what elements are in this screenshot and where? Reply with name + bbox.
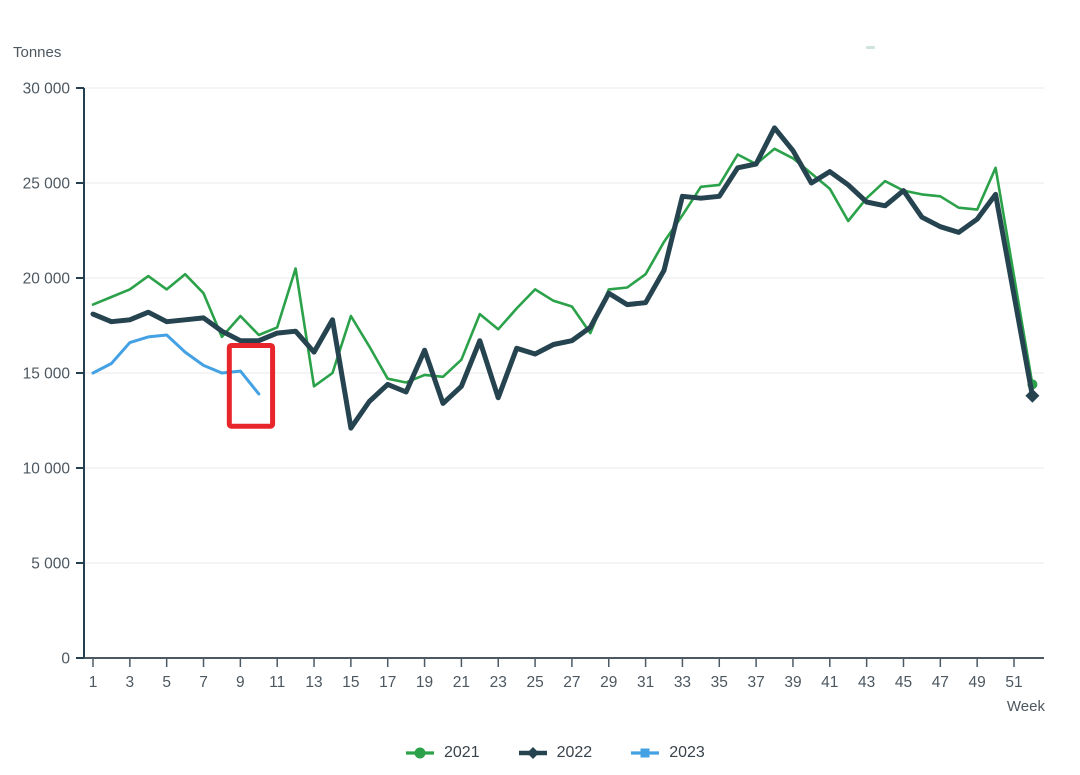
x-tick-label: 5 [162, 674, 171, 691]
y-tick-label: 5 000 [31, 556, 70, 573]
x-axis-title: Week [1006, 698, 1045, 715]
x-tick-label: 31 [637, 674, 654, 691]
legend-square-marker-2023 [631, 748, 660, 758]
x-tick-label: 29 [600, 674, 617, 691]
x-tick-label: 1 [89, 674, 98, 691]
x-tick-label: 25 [526, 674, 543, 691]
x-tick-label: 47 [932, 674, 949, 691]
x-tick-label: 19 [416, 674, 433, 691]
legend-item-2022[interactable]: 2022 [518, 744, 593, 762]
legend-label-2021: 2021 [444, 744, 480, 761]
legend-item-2021[interactable]: 2021 [405, 744, 480, 762]
x-tick-label: 41 [821, 674, 838, 691]
legend-diamond-marker-2022 [518, 747, 547, 759]
chart-legend: 2021 2022 2023 [405, 744, 705, 762]
x-tick-label: 27 [563, 674, 580, 691]
x-tick-label: 13 [305, 674, 322, 691]
y-tick-label: 10 000 [23, 461, 71, 478]
legend-label-2022: 2022 [556, 744, 593, 761]
y-tick-label: 30 000 [23, 81, 71, 98]
y-axis-title: Tonnes [13, 44, 62, 61]
legend-item-2023[interactable]: 2023 [630, 744, 705, 762]
x-tick-label: 39 [784, 674, 801, 691]
y-tick-label: 25 000 [23, 176, 71, 193]
x-tick-label: 23 [490, 674, 507, 691]
x-tick-label: 9 [236, 674, 245, 691]
highlight-annotation-rect [226, 342, 276, 429]
x-tick-label: 21 [453, 674, 470, 691]
y-tick-label: 20 000 [23, 271, 71, 288]
x-tick-label: 43 [858, 674, 875, 691]
x-tick-label: 35 [711, 674, 728, 691]
series-end-marker-2022[interactable] [1025, 388, 1040, 403]
series-line-2021[interactable] [91, 147, 1034, 388]
x-tick-label: 17 [379, 674, 396, 691]
x-tick-label: 51 [1005, 674, 1022, 691]
x-tick-label: 7 [199, 674, 208, 691]
x-tick-label: 49 [969, 674, 986, 691]
x-tick-label: 11 [269, 674, 285, 691]
series-line-2022[interactable] [90, 125, 1035, 431]
y-tick-label: 15 000 [23, 366, 71, 383]
x-tick-label: 37 [747, 674, 764, 691]
legend-circle-marker-2021 [406, 747, 434, 759]
x-tick-label: 3 [126, 674, 135, 691]
artifact-mark [866, 46, 875, 49]
x-tick-label: 33 [674, 674, 691, 691]
y-tick-label: 0 [61, 651, 70, 668]
legend-label-2023: 2023 [669, 744, 705, 761]
x-tick-label: 45 [895, 674, 912, 691]
x-tick-label: 15 [342, 674, 359, 691]
